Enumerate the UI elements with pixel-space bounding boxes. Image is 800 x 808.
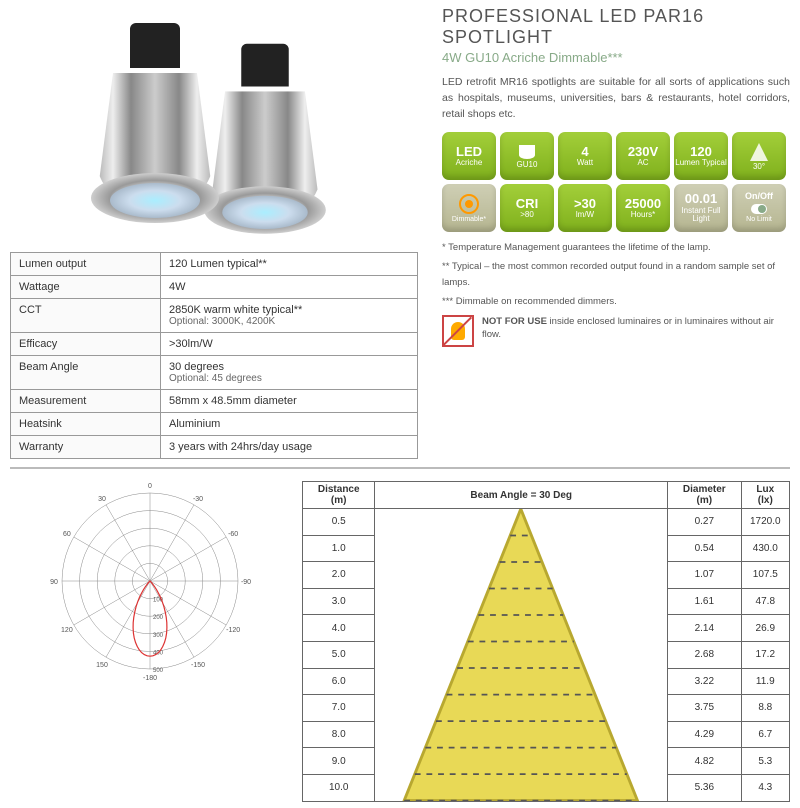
spec-value: 2850K warm white typical**Optional: 3000… bbox=[161, 299, 418, 333]
svg-text:30: 30 bbox=[98, 496, 106, 503]
spec-label: Heatsink bbox=[11, 413, 161, 436]
col-angle: Beam Angle = 30 Deg bbox=[375, 482, 668, 509]
svg-text:200: 200 bbox=[153, 615, 164, 621]
page-title: PROFESSIONAL LED PAR16 SPOTLIGHT bbox=[442, 6, 790, 48]
svg-text:300: 300 bbox=[153, 633, 164, 639]
note-3: *** Dimmable on recommended dimmers. bbox=[442, 294, 790, 309]
svg-text:60: 60 bbox=[63, 531, 71, 538]
footnotes: * Temperature Management guarantees the … bbox=[442, 240, 790, 347]
badge: 120Lumen Typical bbox=[674, 132, 728, 180]
product-image bbox=[10, 6, 410, 246]
badge: >30lm/W bbox=[558, 184, 612, 232]
badge: 230VAC bbox=[616, 132, 670, 180]
polar-diagram: -180-150-120-90-60-300306090120150100200… bbox=[10, 481, 290, 681]
spec-label: Wattage bbox=[11, 276, 161, 299]
spec-label: Lumen output bbox=[11, 253, 161, 276]
note-1: * Temperature Management guarantees the … bbox=[442, 240, 790, 255]
badge: GU10 bbox=[500, 132, 554, 180]
svg-text:0: 0 bbox=[148, 483, 152, 490]
badge: Dimmable* bbox=[442, 184, 496, 232]
svg-text:120: 120 bbox=[61, 627, 73, 634]
spec-label: Warranty bbox=[11, 436, 161, 459]
beam-cone bbox=[375, 509, 668, 802]
badge-grid: LEDAcricheGU104Watt230VAC120Lumen Typica… bbox=[442, 132, 790, 232]
spec-label: CCT bbox=[11, 299, 161, 333]
badge: On/OffNo Limit bbox=[732, 184, 786, 232]
svg-text:150: 150 bbox=[96, 662, 108, 669]
badge: 4Watt bbox=[558, 132, 612, 180]
warning-icon bbox=[442, 315, 474, 347]
spec-value: 30 degreesOptional: 45 degrees bbox=[161, 356, 418, 390]
svg-text:-30: -30 bbox=[193, 496, 203, 503]
col-lux: Lux (lx) bbox=[741, 482, 789, 509]
spec-value: 58mm x 48.5mm diameter bbox=[161, 390, 418, 413]
col-diameter: Diameter (m) bbox=[668, 482, 742, 509]
svg-text:-180: -180 bbox=[143, 675, 157, 681]
svg-text:-60: -60 bbox=[228, 531, 238, 538]
beam-table: Distance (m) Beam Angle = 30 Deg Diamete… bbox=[302, 481, 790, 802]
spec-label: Measurement bbox=[11, 390, 161, 413]
note-2: ** Typical – the most common recorded ou… bbox=[442, 259, 790, 289]
svg-text:90: 90 bbox=[50, 579, 58, 586]
spec-label: Beam Angle bbox=[11, 356, 161, 390]
svg-text:-90: -90 bbox=[241, 579, 251, 586]
col-distance: Distance (m) bbox=[303, 482, 375, 509]
badge: 00.01Instant Full Light bbox=[674, 184, 728, 232]
badge: LEDAcriche bbox=[442, 132, 496, 180]
svg-text:500: 500 bbox=[153, 668, 164, 674]
spec-value: 4W bbox=[161, 276, 418, 299]
badge: CRI>80 bbox=[500, 184, 554, 232]
page-subtitle: 4W GU10 Acriche Dimmable*** bbox=[442, 50, 790, 65]
description: LED retrofit MR16 spotlights are suitabl… bbox=[442, 75, 790, 122]
spec-value: 120 Lumen typical** bbox=[161, 253, 418, 276]
spec-value: 3 years with 24hrs/day usage bbox=[161, 436, 418, 459]
spec-table: Lumen output120 Lumen typical**Wattage4W… bbox=[10, 252, 418, 459]
badge: 25000Hours* bbox=[616, 184, 670, 232]
svg-text:-150: -150 bbox=[191, 662, 205, 669]
svg-text:-120: -120 bbox=[226, 627, 240, 634]
spec-value: Aluminium bbox=[161, 413, 418, 436]
spec-label: Efficacy bbox=[11, 333, 161, 356]
warning-text: NOT FOR USE inside enclosed luminaires o… bbox=[482, 315, 790, 342]
spec-value: >30lm/W bbox=[161, 333, 418, 356]
badge: 30° bbox=[732, 132, 786, 180]
